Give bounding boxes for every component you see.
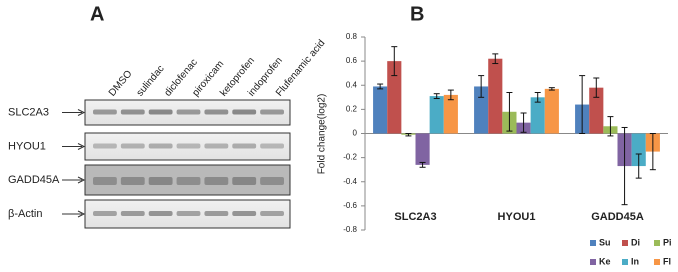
legend-swatch	[622, 240, 628, 246]
band	[260, 177, 284, 185]
bar	[387, 61, 402, 134]
band	[260, 211, 284, 216]
y-tick-label: -0.2	[343, 153, 357, 162]
band	[232, 211, 257, 216]
x-tick-label: GADD45A	[591, 211, 644, 223]
bar	[415, 133, 430, 165]
x-tick-label: HYOU1	[498, 211, 536, 223]
band	[148, 211, 173, 216]
band	[93, 177, 117, 185]
y-tick-label: 0	[353, 129, 358, 138]
y-tick-label: 0.4	[346, 80, 358, 89]
protein-label: GADD45A	[8, 174, 60, 186]
arrow-head	[77, 210, 86, 218]
band	[204, 177, 229, 185]
bar	[488, 58, 503, 134]
band	[93, 211, 117, 216]
band	[120, 211, 145, 216]
protein-label: HYOU1	[8, 140, 46, 152]
y-tick-label: -0.6	[343, 201, 357, 210]
legend-label: In	[631, 256, 639, 266]
band	[232, 109, 257, 115]
legend-swatch	[590, 240, 596, 246]
bar	[474, 86, 489, 134]
lane-label: Flufenamic acid	[274, 38, 327, 99]
western-blot: DMSO sulindacdiclofenacpiroxicamketoprofe…	[8, 38, 327, 229]
bar	[631, 133, 646, 167]
band	[120, 177, 145, 185]
band	[260, 109, 284, 115]
bar-chart: -0.8 -0.6 -0.4 -0.2 0 0.2 0.4 0.6 0.8 SLC2A3 HYOU1…	[343, 32, 671, 266]
band	[176, 143, 201, 149]
y-tick-label: 0.6	[346, 56, 358, 65]
protein-label: SLC2A3	[8, 106, 49, 118]
arrow-head	[77, 176, 86, 184]
legend-swatch	[654, 259, 660, 265]
band	[176, 109, 201, 115]
y-axis-label: Fold change(log2)	[317, 94, 328, 175]
bar	[544, 88, 559, 134]
band	[93, 143, 117, 149]
bar	[530, 97, 545, 134]
arrow-head	[77, 143, 86, 150]
band	[204, 143, 229, 149]
band	[93, 109, 117, 115]
legend-label: Ke	[599, 256, 611, 266]
band	[148, 109, 173, 115]
lane-label: sulindac	[135, 63, 167, 98]
band	[176, 177, 201, 185]
legend-label: Su	[599, 237, 611, 247]
legend-swatch	[590, 259, 596, 265]
panel-label: A	[90, 3, 104, 25]
legend-swatch	[654, 240, 660, 246]
arrow-head	[77, 109, 86, 116]
band	[204, 109, 229, 115]
band	[260, 143, 284, 149]
bar	[443, 94, 458, 134]
legend-label: Fl	[663, 256, 671, 266]
band	[148, 177, 173, 185]
legend-label: Di	[631, 237, 640, 247]
bar	[429, 96, 444, 134]
x-tick-label: SLC2A3	[394, 211, 436, 223]
legend-swatch	[622, 259, 628, 265]
band	[148, 143, 173, 149]
y-tick-label: 0.8	[346, 32, 358, 41]
y-tick-label: -0.8	[343, 225, 357, 234]
band	[120, 143, 145, 149]
bar	[589, 87, 604, 134]
y-tick-label: 0.2	[346, 104, 358, 113]
band	[176, 211, 201, 216]
band	[232, 177, 257, 185]
band	[120, 109, 145, 115]
bar	[373, 86, 388, 134]
legend-label: Pi	[663, 237, 672, 247]
y-tick-label: -0.4	[343, 177, 357, 186]
protein-label: β-Actin	[8, 208, 42, 220]
band	[204, 211, 229, 216]
band	[232, 143, 257, 149]
panel-label: B	[410, 3, 424, 25]
lane-label: DMSO	[107, 68, 135, 98]
